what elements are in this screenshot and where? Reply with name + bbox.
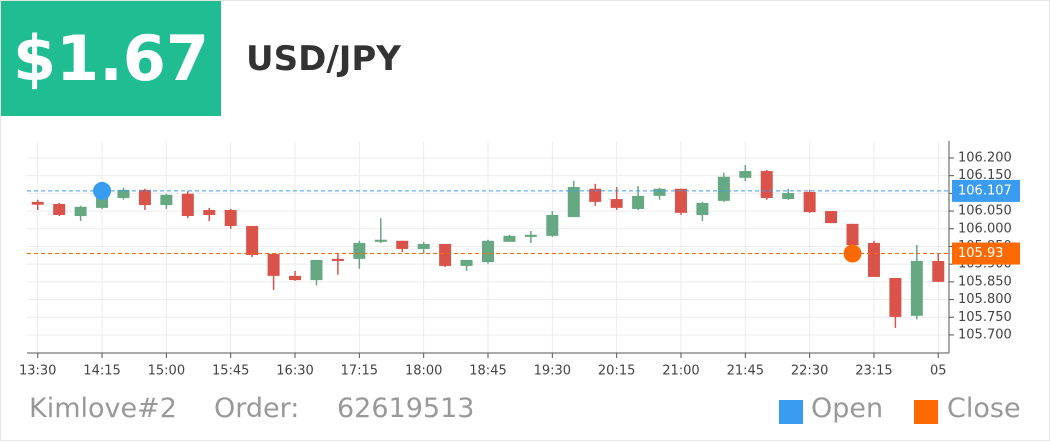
candle-body bbox=[589, 188, 602, 202]
candle-body bbox=[417, 243, 430, 249]
candle-body bbox=[181, 193, 194, 217]
y-tick-label: 105.750 bbox=[958, 310, 1012, 325]
candle-body bbox=[653, 188, 666, 196]
candle-body bbox=[53, 203, 66, 215]
x-tick-label: 21:45 bbox=[727, 364, 764, 379]
candle-body bbox=[503, 235, 516, 242]
y-tick-label: 106.200 bbox=[958, 150, 1012, 165]
candle-body bbox=[331, 258, 344, 261]
close_price-marker bbox=[843, 244, 862, 263]
order-number: 62619513 bbox=[337, 393, 475, 424]
x-tick-label: 22:30 bbox=[791, 364, 828, 379]
candle-body bbox=[117, 189, 130, 198]
x-tick-label: 05 bbox=[930, 364, 947, 379]
y-tick-label: 106.050 bbox=[958, 204, 1012, 219]
candle-body bbox=[289, 275, 302, 281]
candle-body bbox=[717, 176, 730, 201]
candle-body bbox=[910, 260, 923, 316]
legend-swatch bbox=[779, 400, 803, 424]
x-tick-label: 18:45 bbox=[469, 364, 506, 379]
y-tick-label: 105.800 bbox=[958, 292, 1012, 307]
candle-body bbox=[310, 259, 323, 281]
candle-body bbox=[782, 193, 795, 200]
candle-body bbox=[846, 223, 859, 246]
legend-label: Open bbox=[811, 393, 884, 424]
x-tick-label: 18:00 bbox=[405, 364, 442, 379]
price-badge: $1.67 bbox=[1, 1, 221, 116]
y-tick-label: 105.850 bbox=[958, 274, 1012, 289]
candle-body bbox=[374, 239, 387, 242]
account: Kimlove#2 bbox=[29, 393, 177, 424]
candle-body bbox=[674, 188, 687, 213]
y-tick-label: 106.000 bbox=[958, 221, 1012, 236]
order-label: Order: bbox=[214, 393, 300, 424]
open_price-marker bbox=[93, 181, 112, 200]
x-tick-label: 15:00 bbox=[148, 364, 185, 379]
candle-body bbox=[74, 206, 87, 217]
y-tick-label: 105.700 bbox=[958, 327, 1012, 342]
candle-body bbox=[739, 171, 752, 178]
candle-body bbox=[546, 214, 559, 236]
pair-title: USD/JPY bbox=[246, 39, 401, 79]
candle-body bbox=[267, 253, 280, 276]
open_price-tag bbox=[952, 179, 1020, 202]
x-tick-label: 23:15 bbox=[855, 364, 892, 379]
candle-body bbox=[932, 260, 945, 282]
candle-body bbox=[482, 240, 494, 263]
candle-body bbox=[825, 211, 838, 224]
candle-body bbox=[353, 242, 366, 259]
candle-body bbox=[610, 199, 623, 208]
x-tick-label: 13:30 bbox=[19, 364, 56, 379]
x-tick-label: 21:00 bbox=[662, 364, 699, 379]
candle-body bbox=[632, 195, 645, 209]
candle-body bbox=[460, 259, 473, 266]
close_price-tag-label: 105.93 bbox=[958, 246, 1004, 261]
x-tick-label: 20:15 bbox=[598, 364, 635, 379]
x-tick-label: 15:45 bbox=[212, 364, 249, 379]
candle-body bbox=[203, 210, 216, 215]
candle-body bbox=[31, 201, 44, 205]
x-tick-label: 16:30 bbox=[276, 364, 313, 379]
legend-label: Close bbox=[947, 393, 1021, 424]
candle-body bbox=[524, 234, 537, 237]
close_price-tag bbox=[952, 242, 1020, 265]
candle-body bbox=[439, 243, 452, 266]
candle-body bbox=[889, 277, 902, 317]
candle-body bbox=[160, 194, 173, 206]
candle-body bbox=[760, 171, 773, 198]
candle-body bbox=[224, 210, 237, 226]
candle-body bbox=[246, 225, 259, 255]
x-tick-label: 17:15 bbox=[341, 364, 378, 379]
y-tick-label: 106.150 bbox=[958, 168, 1012, 183]
candle-body bbox=[567, 187, 580, 218]
candle-body bbox=[867, 242, 880, 277]
candle-body bbox=[803, 191, 816, 213]
x-tick-label: 19:30 bbox=[534, 364, 571, 379]
legend-swatch bbox=[914, 400, 938, 424]
open_price-tag-label: 106.107 bbox=[958, 183, 1012, 198]
x-tick-label: 14:15 bbox=[83, 364, 120, 379]
candle-body bbox=[138, 189, 151, 206]
candle-body bbox=[396, 240, 409, 249]
candle-body bbox=[696, 202, 709, 215]
